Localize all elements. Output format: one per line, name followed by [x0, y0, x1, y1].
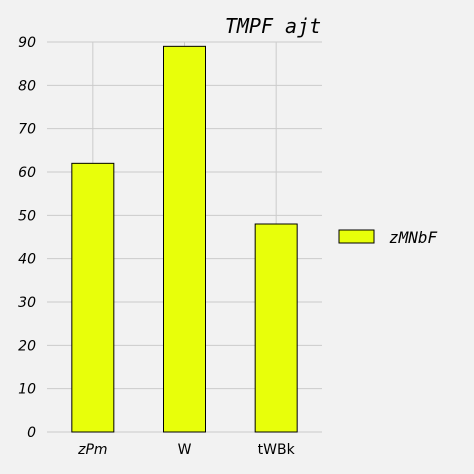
y-tick-label: 80 [18, 78, 36, 94]
bar [163, 45, 206, 433]
y-tick-label: 40 [18, 252, 36, 268]
bar [254, 223, 298, 433]
bar [71, 162, 115, 433]
x-tick-label: W [178, 442, 192, 458]
y-axis-ticks: 0 10 20 30 40 50 60 70 80 90 [18, 35, 36, 441]
y-tick-label: 30 [18, 295, 36, 311]
legend-swatch [338, 229, 375, 244]
bars [71, 45, 298, 433]
y-tick-label: 70 [18, 122, 36, 138]
y-tick-label: 60 [18, 165, 36, 181]
legend: zMNbF [338, 228, 438, 247]
y-tick-label: 20 [18, 338, 36, 354]
legend-label: zMNbF [389, 228, 438, 247]
x-tick-label: tWBk [258, 442, 296, 458]
chart-title: TMPF ajt [225, 14, 321, 38]
y-tick-label: 90 [18, 35, 36, 51]
y-tick-label: 0 [27, 425, 36, 441]
y-tick-label: 50 [18, 208, 36, 224]
y-tick-label: 10 [18, 382, 36, 398]
x-tick-label: zPm [77, 442, 107, 458]
